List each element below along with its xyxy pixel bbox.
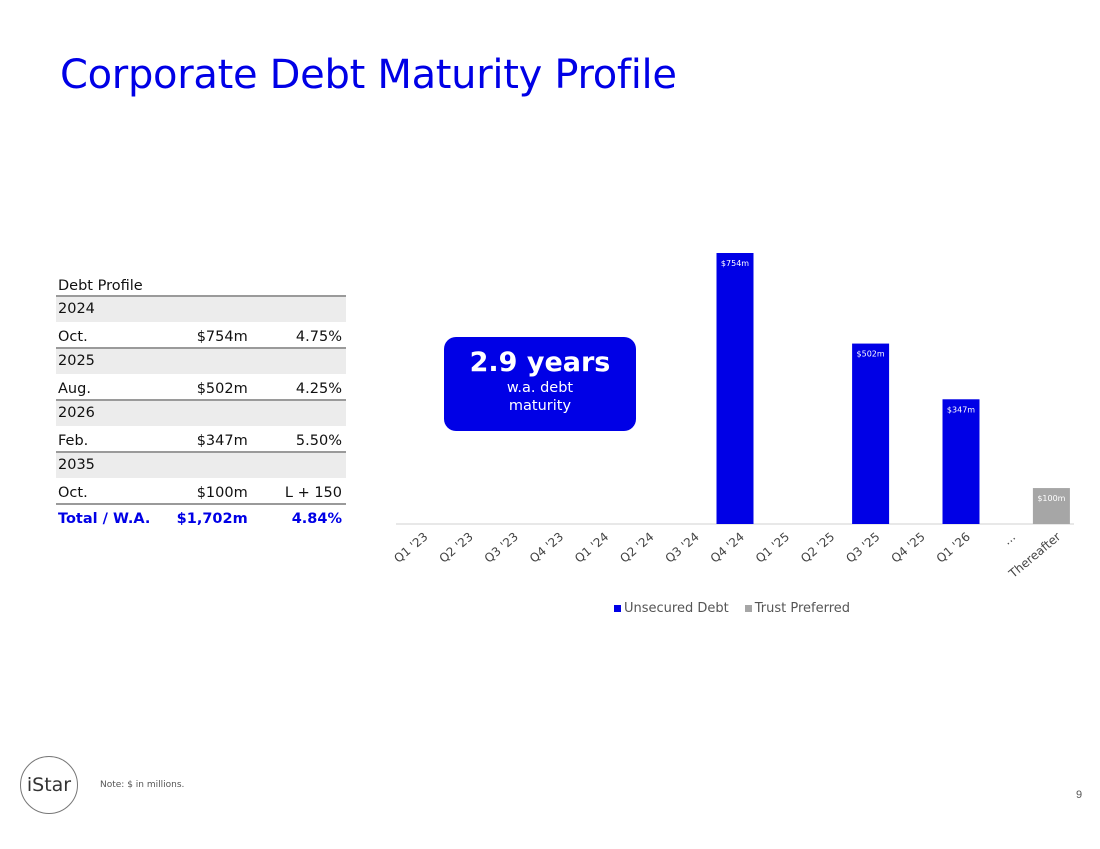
month-cell: Oct. [56, 322, 164, 349]
rate-cell: 4.75% [275, 322, 346, 349]
year-row: 2024 [56, 296, 346, 323]
data-label: $502m [857, 350, 885, 359]
logo-text: iStar [26, 774, 72, 796]
legend-label-trust: Trust Preferred [754, 601, 851, 616]
amount-cell: $502m [163, 374, 276, 401]
year-row: 2026 [56, 400, 346, 427]
data-label: $100m [1037, 494, 1065, 503]
legend-label-unsecured: Unsecured Debt [624, 601, 729, 616]
month-cell: Feb. [56, 426, 164, 453]
x-tick-label: Q4 '24 [708, 530, 747, 566]
callout-value: 2.9 years [469, 347, 611, 378]
year-label: 2025 [56, 348, 346, 375]
bar-unsecured-12 [942, 399, 980, 524]
callout-line1: w.a. debt [506, 380, 574, 396]
x-tick-label: Q4 '25 [888, 530, 927, 566]
bar-unsecured-7 [716, 253, 754, 524]
year-row: 2025 [56, 348, 346, 375]
x-tick-label: Q2 '23 [436, 530, 475, 566]
data-label: $754m [721, 259, 749, 268]
chart-legend: Unsecured Debt Trust Preferred [614, 601, 850, 616]
year-label: 2035 [56, 452, 346, 479]
legend-item-unsecured: Unsecured Debt [614, 601, 729, 616]
bar-trust-14 [1032, 488, 1070, 524]
x-tick-label: Q2 '25 [798, 530, 837, 566]
x-tick-label: Q3 '25 [843, 530, 882, 566]
page-title: Corporate Debt Maturity Profile [60, 52, 677, 98]
x-tick-label: Q4 '23 [527, 530, 566, 566]
istar-logo: iStar [20, 756, 78, 814]
x-tick-label: Q2 '24 [617, 530, 656, 566]
table-row: Feb. $347m 5.50% [56, 426, 346, 453]
page-number: 9 [1076, 789, 1083, 801]
legend-swatch-trust [744, 605, 752, 612]
x-tick-label: Q1 '25 [753, 530, 792, 566]
x-tick-label: Q1 '24 [572, 530, 611, 566]
total-rate: 4.84% [291, 511, 342, 527]
table-row: Oct. $100m L + 150 [56, 478, 346, 505]
footnote: Note: $ in millions. [100, 780, 185, 790]
x-tick-label: Q1 '26 [934, 530, 973, 566]
bar-unsecured-10 [852, 343, 890, 524]
rate-cell: L + 150 [275, 478, 346, 505]
total-amount: $1,702m [176, 511, 248, 527]
year-label: 2026 [56, 400, 346, 427]
month-cell: Oct. [56, 478, 164, 505]
data-label: $347m [947, 405, 975, 414]
year-label: 2024 [56, 296, 346, 323]
amount-cell: $100m [163, 478, 276, 505]
total-label: Total / W.A. [58, 511, 151, 527]
amount-cell: $347m [163, 426, 276, 453]
x-tick-label: ... [1000, 530, 1018, 548]
rate-cell: 5.50% [275, 426, 346, 453]
callout-line2: maturity [508, 398, 572, 414]
x-tick-label: Q1 '23 [391, 530, 430, 566]
x-tick-label: Q3 '24 [662, 530, 701, 566]
table-header: Debt Profile [58, 278, 143, 294]
rate-cell: 4.25% [275, 374, 346, 401]
x-tick-label: Q3 '23 [482, 530, 521, 566]
legend-item-trust: Trust Preferred [744, 601, 851, 616]
table-row: Aug. $502m 4.25% [56, 374, 346, 401]
wa-maturity-callout: 2.9 years w.a. debt maturity [444, 337, 636, 431]
table-row: Oct. $754m 4.75% [56, 322, 346, 349]
debt-profile-table: Debt Profile 2024 Oct. $754m 4.75% 2025 … [56, 276, 346, 530]
legend-swatch-unsecured [614, 605, 621, 612]
total-row: Total / W.A. $1,702m 4.84% [56, 504, 346, 530]
month-cell: Aug. [56, 374, 164, 401]
table-header-row: Debt Profile [56, 276, 346, 296]
amount-cell: $754m [163, 322, 276, 349]
year-row: 2035 [56, 452, 346, 479]
